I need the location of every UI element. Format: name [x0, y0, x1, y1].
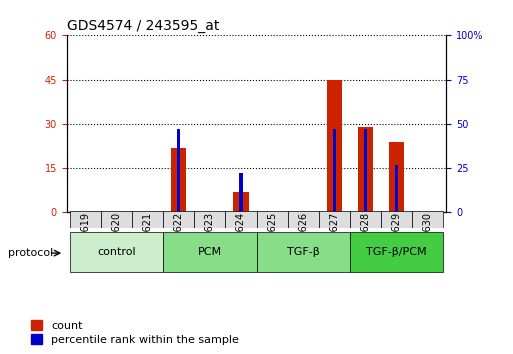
Text: GDS4574 / 243595_at: GDS4574 / 243595_at: [67, 19, 219, 34]
Text: GSM412619: GSM412619: [81, 212, 90, 271]
Text: GSM412630: GSM412630: [423, 212, 432, 271]
FancyBboxPatch shape: [70, 232, 163, 272]
Text: TGF-β/PCM: TGF-β/PCM: [366, 247, 427, 257]
Bar: [239, 173, 243, 212]
FancyBboxPatch shape: [132, 211, 163, 228]
Text: GSM412626: GSM412626: [298, 212, 308, 271]
Bar: [177, 129, 181, 212]
FancyBboxPatch shape: [319, 211, 350, 228]
Legend: count, percentile rank within the sample: count, percentile rank within the sample: [31, 320, 239, 345]
Text: GSM412628: GSM412628: [361, 212, 370, 271]
Bar: [358, 127, 373, 212]
Text: control: control: [97, 247, 136, 257]
Text: TGF-β: TGF-β: [287, 247, 320, 257]
Text: GSM412623: GSM412623: [205, 212, 215, 271]
Bar: [332, 129, 336, 212]
FancyBboxPatch shape: [288, 211, 319, 228]
FancyBboxPatch shape: [163, 211, 194, 228]
FancyBboxPatch shape: [412, 211, 443, 228]
Text: protocol: protocol: [8, 248, 53, 258]
FancyBboxPatch shape: [256, 232, 350, 272]
Bar: [395, 165, 398, 212]
Bar: [233, 192, 249, 212]
Text: GSM412629: GSM412629: [391, 212, 402, 271]
FancyBboxPatch shape: [350, 232, 443, 272]
Text: GSM412622: GSM412622: [174, 212, 184, 272]
Text: PCM: PCM: [198, 247, 222, 257]
Text: GSM412620: GSM412620: [111, 212, 122, 271]
Text: GSM412624: GSM412624: [236, 212, 246, 271]
Text: GSM412625: GSM412625: [267, 212, 277, 272]
FancyBboxPatch shape: [101, 211, 132, 228]
Text: GSM412621: GSM412621: [143, 212, 152, 271]
Bar: [389, 142, 404, 212]
FancyBboxPatch shape: [194, 211, 225, 228]
FancyBboxPatch shape: [350, 211, 381, 228]
FancyBboxPatch shape: [163, 232, 256, 272]
Text: GSM412627: GSM412627: [329, 212, 339, 272]
Bar: [326, 80, 342, 212]
Bar: [364, 129, 367, 212]
FancyBboxPatch shape: [381, 211, 412, 228]
Bar: [171, 148, 187, 212]
FancyBboxPatch shape: [70, 211, 101, 228]
FancyBboxPatch shape: [225, 211, 256, 228]
FancyBboxPatch shape: [256, 211, 288, 228]
